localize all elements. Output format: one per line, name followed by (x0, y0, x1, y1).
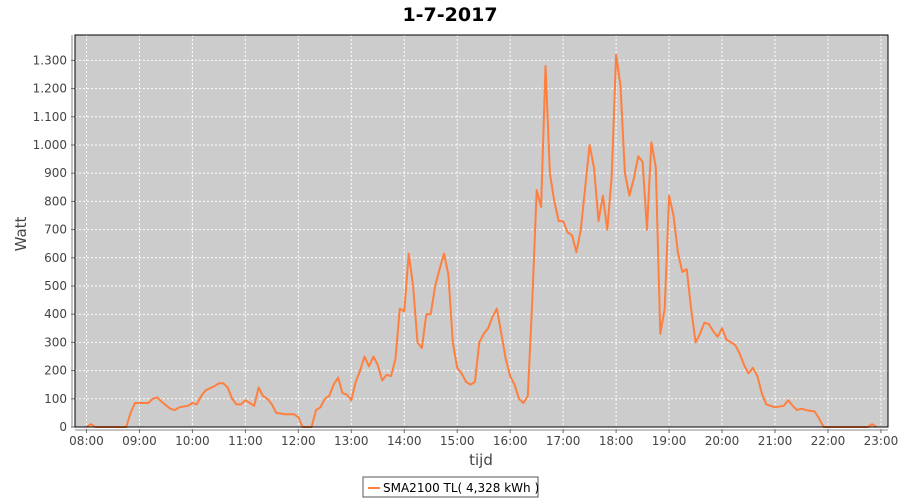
x-tick-label: 20:00 (705, 434, 740, 448)
series-line (85, 53, 878, 428)
y-tick-label: 1.300 (33, 53, 67, 67)
y-tick-label: 200 (44, 364, 67, 378)
x-tick-label: 15:00 (440, 434, 475, 448)
x-tick-label: 22:00 (811, 434, 846, 448)
plot-frame (74, 34, 889, 428)
y-tick-label: 1.200 (33, 82, 67, 96)
x-tick-label: 11:00 (228, 434, 263, 448)
x-tick-label: 23:00 (864, 434, 899, 448)
x-tick-label: 19:00 (652, 434, 687, 448)
y-tick-label: 1.100 (33, 110, 67, 124)
y-tick-label: 100 (44, 392, 67, 406)
y-tick-label: 600 (44, 251, 67, 265)
chart-title: 1-7-2017 (402, 4, 497, 26)
legend: SMA2100 TL( 4,328 kWh ) (362, 476, 539, 498)
x-tick-label: 08:00 (69, 434, 104, 448)
x-tick-label: 21:00 (758, 434, 793, 448)
x-tick-label: 12:00 (281, 434, 316, 448)
x-tick-label: 17:00 (546, 434, 581, 448)
x-tick-label: 13:00 (334, 434, 369, 448)
y-tick-label: 800 (44, 194, 67, 208)
y-tick-label: 700 (44, 223, 67, 237)
x-tick-label: 18:00 (599, 434, 634, 448)
legend-box (362, 476, 539, 498)
y-tick-label: 400 (44, 307, 67, 321)
y-tick-label: 900 (44, 166, 67, 180)
x-tick-label: 16:00 (493, 434, 528, 448)
x-tick-label: 10:00 (175, 434, 210, 448)
x-tick-label: 09:00 (122, 434, 157, 448)
plot-area (75, 35, 888, 427)
legend-label: SMA2100 TL( 4,328 kWh ) (383, 481, 539, 495)
y-tick-label: 0 (59, 420, 67, 434)
x-tick-label: 14:00 (387, 434, 422, 448)
y-tick-label: 500 (44, 279, 67, 293)
y-axis-label: Watt (12, 216, 30, 251)
y-tick-label: 1.000 (33, 138, 67, 152)
y-tick-label: 300 (44, 335, 67, 349)
x-axis-label: tijd (469, 451, 493, 469)
